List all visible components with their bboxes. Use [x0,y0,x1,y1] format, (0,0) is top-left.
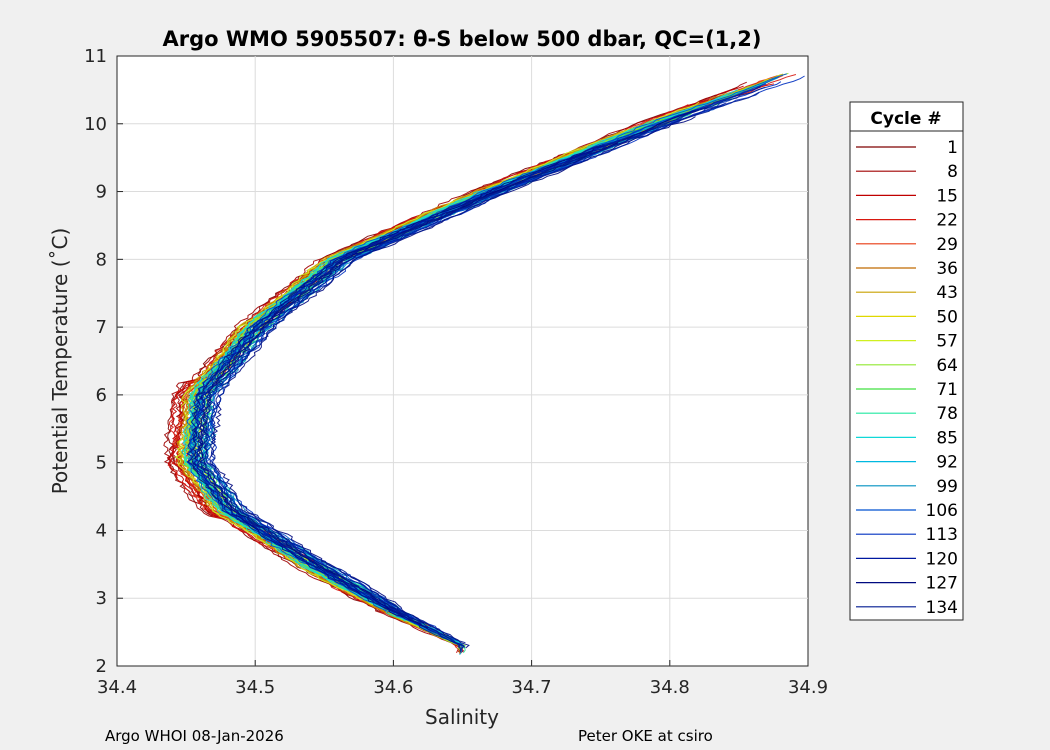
legend-label-15: 15 [936,186,958,206]
y-tick-label: 3 [96,588,107,609]
legend-label-71: 71 [936,380,958,400]
grid [117,56,808,666]
profile-line-134 [187,142,612,653]
legend-label-106: 106 [926,501,958,521]
footer-right: Peter OKE at csiro [578,727,713,745]
legend-label-43: 43 [936,283,958,303]
legend-label-99: 99 [936,477,958,497]
legend-entries: 1 8 15 22 29 36 43 50 57 64 71 78 85 92 99 106 113 120 127… [856,138,958,618]
x-axis-label: Salinity [425,705,499,729]
y-tick-label: 4 [96,520,107,541]
y-ticks: 2 3 4 5 6 7 8 9 10 11 [84,46,123,677]
x-tick-label: 34.9 [788,677,828,698]
chart-title: Argo WMO 5905507: θ-S below 500 dbar, QC… [163,27,762,51]
legend-label-113: 113 [926,525,958,545]
x-tick-label: 34.5 [235,677,275,698]
x-ticks: 34.4 34.5 34.6 34.7 34.8 34.9 [97,660,828,698]
profile-line-127 [190,145,605,629]
legend: Cycle # 18152229364350576471788592991061… [849,101,964,621]
legend-label-29: 29 [936,235,958,255]
y-tick-label: 9 [96,182,107,203]
legend-label-1: 1 [947,138,958,158]
x-tick-label: 34.7 [512,677,552,698]
legend-label-8: 8 [947,162,958,182]
y-tick-label: 11 [84,46,107,67]
y-tick-label: 10 [84,114,107,135]
y-tick-label: 2 [96,656,107,677]
y-tick-label: 8 [96,249,107,270]
y-tick-label: 6 [96,385,107,406]
profile-line-134 [198,86,765,617]
legend-label-120: 120 [926,549,958,569]
footer-left: Argo WHOI 08-Jan-2026 [105,727,284,745]
x-tick-label: 34.8 [650,677,690,698]
legend-label-92: 92 [936,453,958,473]
y-axis-label: Potential Temperature (˚C) [48,228,72,495]
legend-title: Cycle # [870,109,941,129]
legend-label-36: 36 [936,259,958,279]
legend-label-85: 85 [936,428,958,448]
profiles [163,72,805,656]
y-tick-label: 7 [96,317,107,338]
x-tick-label: 34.6 [373,677,413,698]
legend-label-50: 50 [936,307,958,327]
legend-label-134: 134 [926,598,958,618]
profile-line-134 [210,91,760,644]
y-tick-label: 5 [96,453,107,474]
legend-label-57: 57 [936,332,958,352]
legend-label-127: 127 [926,574,958,594]
x-tick-label: 34.4 [97,677,137,698]
profile-line-127 [209,116,696,649]
legend-label-22: 22 [936,211,958,231]
legend-label-78: 78 [936,404,958,424]
legend-label-64: 64 [936,356,958,376]
